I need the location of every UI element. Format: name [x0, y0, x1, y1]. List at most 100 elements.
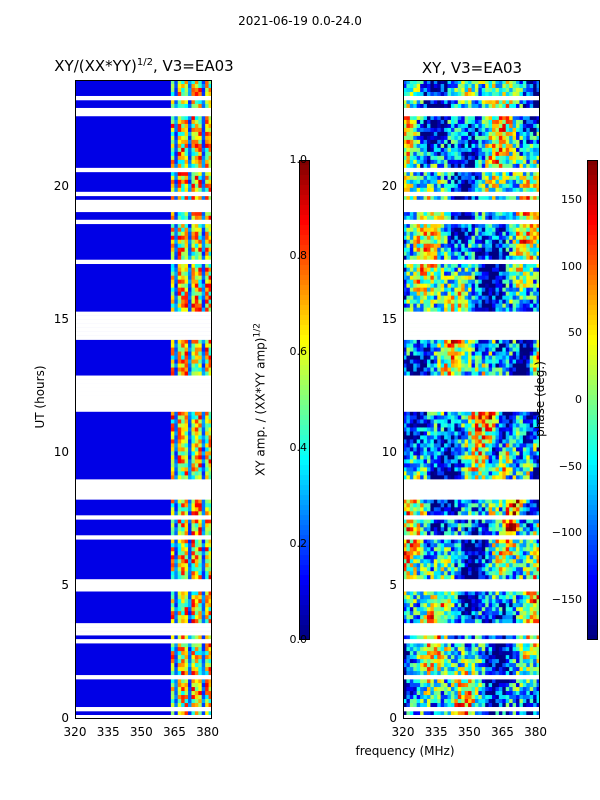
amp-cell [184, 439, 189, 444]
phase-cell [430, 439, 435, 444]
phase-cell [529, 371, 534, 377]
phase-cell [437, 431, 442, 436]
amp-cell [208, 87, 212, 93]
amp-cell [205, 179, 210, 185]
amp-cell [208, 527, 212, 532]
phase-cell [519, 443, 524, 448]
phase-cell [430, 551, 435, 556]
phase-cell [454, 431, 459, 436]
phase-cell [498, 131, 503, 137]
phase-cell [488, 83, 493, 89]
phase-cell [464, 267, 469, 273]
phase-cell [478, 155, 483, 161]
phase-cell [485, 243, 490, 249]
phase-cell [447, 439, 452, 444]
phase-cell [423, 431, 428, 436]
phase-cell [403, 127, 407, 133]
amp-cell [170, 435, 175, 440]
phase-cell [522, 251, 527, 257]
phase-cell [420, 267, 425, 273]
phase-cell [450, 347, 455, 353]
amp-cell [188, 467, 192, 472]
phase-cell [536, 227, 540, 233]
phase-cell [450, 183, 455, 189]
phase-cell [437, 451, 442, 456]
phase-cell [423, 511, 428, 516]
amp-cell [174, 459, 179, 464]
phase-cell [522, 431, 527, 436]
phase-cell [481, 447, 486, 452]
phase-cell [468, 411, 472, 416]
phase-cell [437, 467, 442, 472]
phase-cell [502, 347, 507, 353]
phase-cell [430, 547, 435, 552]
amp-cell [181, 355, 186, 361]
amp-cell [191, 691, 196, 696]
amp-cell [191, 147, 196, 153]
phase-cell [444, 211, 449, 217]
phase-cell [406, 563, 411, 568]
amp-cell [191, 451, 196, 456]
phase-cell [423, 243, 428, 249]
phase-cell [516, 275, 520, 281]
phase-cell [522, 435, 527, 440]
phase-cell [464, 119, 469, 125]
phase-cell [495, 119, 500, 125]
amp-cell [201, 303, 206, 309]
phase-cell [522, 307, 527, 313]
phase-cell [529, 511, 534, 516]
amp-cell [174, 80, 179, 85]
amp-cell [208, 347, 212, 353]
phase-cell [533, 163, 538, 169]
amp-cell [177, 239, 182, 245]
phase-cell [406, 183, 411, 189]
phase-cell [512, 227, 517, 233]
phase-cell [423, 91, 428, 97]
phase-cell [478, 267, 483, 273]
phase-cell [471, 155, 476, 161]
phase-cell [533, 555, 538, 560]
phase-cell [437, 307, 442, 313]
amp-cell [191, 287, 196, 293]
phase-cell [403, 555, 407, 560]
phase-cell [505, 523, 510, 528]
phase-cell [498, 455, 503, 460]
phase-cell [516, 339, 520, 345]
phase-cell [526, 475, 531, 480]
phase-cell [509, 363, 514, 369]
phase-cell [409, 419, 414, 424]
phase-cell [502, 195, 507, 201]
amp-cell [188, 523, 192, 528]
phase-cell [509, 347, 514, 353]
amp-cell [191, 567, 196, 572]
amp-cell [208, 539, 212, 544]
phase-cell [498, 295, 503, 301]
amp-cell [184, 303, 189, 309]
phase-cell [526, 123, 531, 129]
amp-cell [184, 271, 189, 277]
amp-cell [198, 635, 203, 640]
phase-cell [522, 151, 527, 157]
phase-cell [495, 559, 500, 564]
phase-cell [498, 467, 503, 472]
amp-cell [198, 559, 203, 564]
amp-cell [181, 367, 186, 373]
amp-cell [201, 347, 206, 353]
phase-cell [413, 80, 418, 85]
phase-cell [492, 159, 496, 165]
amp-cell [184, 703, 189, 708]
phase-cell [409, 187, 414, 193]
phase-cell [488, 131, 493, 137]
amp-cell [198, 243, 203, 249]
phase-cell [509, 263, 514, 269]
phase-cell [433, 475, 438, 480]
phase-cell [492, 187, 496, 193]
phase-cell [526, 543, 531, 548]
phase-cell [409, 123, 414, 129]
amp-cell [188, 703, 192, 708]
phase-cell [478, 467, 483, 472]
amp-cell [205, 427, 210, 432]
phase-cell [457, 339, 462, 345]
phase-cell [403, 451, 407, 456]
phase-cell [413, 135, 418, 141]
